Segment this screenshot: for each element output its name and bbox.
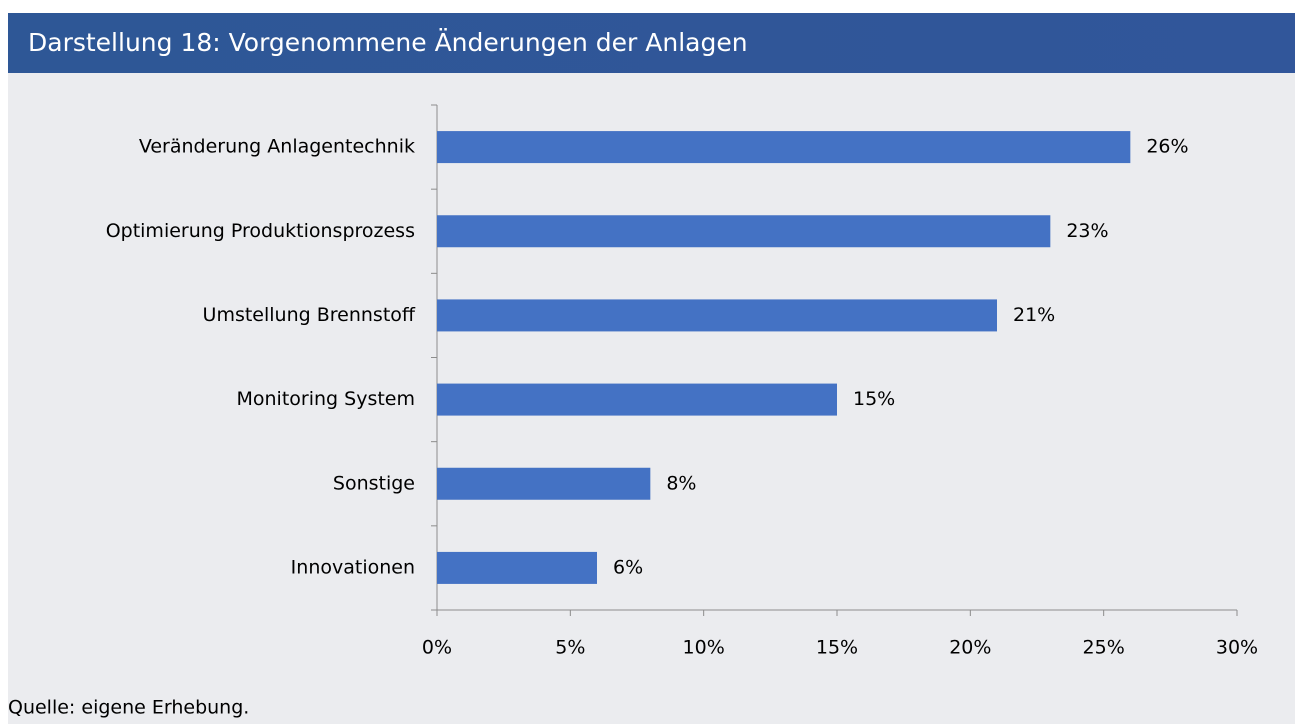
bar	[437, 383, 837, 416]
value-label: 21%	[1013, 304, 1055, 326]
y-tick-label: Innovationen	[291, 556, 415, 578]
header	[8, 13, 1295, 73]
x-tick-label: 10%	[683, 637, 725, 659]
bar	[437, 131, 1131, 164]
bar	[437, 299, 997, 332]
y-tick-label: Optimierung Produktionsprozess	[106, 220, 415, 242]
x-tick-label: 25%	[1083, 637, 1125, 659]
value-label: 26%	[1146, 136, 1188, 158]
bar	[437, 467, 651, 500]
chart-title: Darstellung 18: Vorgenommene Änderungen …	[28, 28, 748, 57]
y-tick-label: Monitoring System	[237, 388, 416, 410]
x-tick-label: 5%	[555, 637, 585, 659]
y-tick-label: Veränderung Anlagentechnik	[139, 136, 415, 158]
value-label: 6%	[613, 556, 643, 578]
x-tick-label: 15%	[816, 637, 858, 659]
y-tick-label: Sonstige	[333, 472, 415, 494]
bar	[437, 215, 1051, 248]
x-tick-label: 30%	[1216, 637, 1258, 659]
value-label: 8%	[666, 472, 696, 494]
bar	[437, 551, 597, 584]
y-tick-label: Umstellung Brennstoff	[203, 304, 416, 326]
background	[8, 13, 1295, 724]
value-label: 23%	[1066, 220, 1108, 242]
source: Quelle: eigene Erhebung.	[8, 697, 249, 719]
x-tick-label: 20%	[949, 637, 991, 659]
value-label: 15%	[853, 388, 895, 410]
x-tick-label: 0%	[422, 637, 452, 659]
